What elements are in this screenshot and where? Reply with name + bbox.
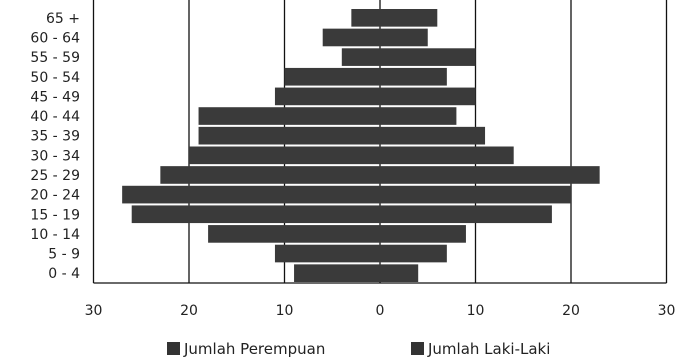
bar-perempuan	[199, 127, 380, 145]
bar-laki-laki	[380, 127, 485, 145]
y-tick-label: 35 - 39	[30, 129, 80, 145]
bar-laki-laki	[380, 107, 456, 125]
y-tick-label: 20 - 24	[30, 188, 80, 204]
x-tick-label: 10	[276, 303, 294, 319]
y-tick-label: 10 - 14	[30, 227, 80, 243]
y-tick-label: 50 - 54	[30, 70, 80, 86]
y-tick-label: 25 - 29	[30, 168, 80, 184]
bar-laki-laki	[380, 225, 466, 243]
y-tick-label: 65 +	[46, 11, 80, 27]
bar-laki-laki	[380, 88, 476, 106]
legend-swatch-laki-laki	[411, 342, 424, 355]
bar-laki-laki	[380, 147, 514, 165]
bar-perempuan	[189, 147, 380, 165]
bar-laki-laki	[380, 205, 552, 223]
x-tick-label: 0	[376, 303, 385, 319]
bar-perempuan	[351, 9, 380, 27]
bar-perempuan	[199, 107, 380, 125]
bar-laki-laki	[380, 29, 428, 47]
bar-laki-laki	[380, 245, 447, 263]
x-tick-label: 20	[180, 303, 198, 319]
y-axis-labels: 0 - 4 5 - 9 10 - 14 15 - 19 20 - 24 25 - 29 30…	[30, 11, 80, 282]
x-tick-label: 30	[85, 303, 103, 319]
bar-perempuan	[285, 68, 381, 86]
bar-laki-laki	[380, 68, 447, 86]
y-tick-label: 60 - 64	[30, 30, 80, 46]
bars	[122, 9, 600, 282]
x-tick-label: 10	[467, 303, 485, 319]
y-tick-label: 15 - 19	[30, 207, 80, 223]
y-tick-label: 45 - 49	[30, 89, 80, 105]
bar-perempuan	[275, 245, 380, 263]
legend-swatch-perempuan	[167, 342, 180, 355]
y-tick-label: 5 - 9	[48, 247, 80, 263]
bar-perempuan	[122, 186, 380, 204]
y-tick-label: 55 - 59	[30, 50, 80, 66]
bar-laki-laki	[380, 9, 437, 27]
bar-perempuan	[160, 166, 380, 184]
legend-label-perempuan: Jumlah Perempuan	[183, 340, 325, 358]
y-tick-label: 40 - 44	[30, 109, 80, 125]
bar-laki-laki	[380, 264, 418, 282]
bar-perempuan	[323, 29, 380, 47]
bar-perempuan	[208, 225, 380, 243]
bar-laki-laki	[380, 186, 571, 204]
bar-laki-laki	[380, 48, 476, 66]
x-tick-label: 30	[658, 303, 676, 319]
bar-perempuan	[132, 205, 380, 223]
legend-label-laki-laki: Jumlah Laki-Laki	[427, 340, 550, 358]
legend: Jumlah Perempuan Jumlah Laki-Laki	[167, 340, 550, 358]
bar-perempuan	[342, 48, 380, 66]
bar-perempuan	[275, 88, 380, 106]
x-tick-label: 20	[562, 303, 580, 319]
y-tick-label: 30 - 34	[30, 148, 80, 164]
bar-laki-laki	[380, 166, 600, 184]
y-tick-label: 0 - 4	[48, 266, 80, 282]
x-axis-labels: 30 20 10 0 10 20 30	[85, 303, 676, 319]
bar-perempuan	[294, 264, 380, 282]
